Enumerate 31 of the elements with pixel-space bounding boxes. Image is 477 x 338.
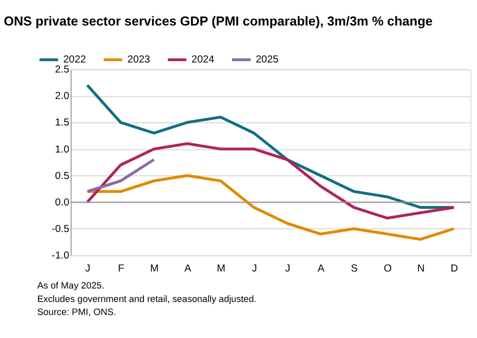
legend-label: 2025 [256, 54, 279, 66]
x-tick-label: F [118, 264, 124, 275]
y-tick-label: 2.5 [55, 64, 70, 76]
x-tick-label: O [384, 264, 392, 275]
legend-label: 2023 [127, 54, 150, 66]
y-tick-label: 0.0 [55, 197, 70, 208]
text: Excludes government and retail, seasonally adjusted. [37, 294, 256, 304]
x-tick-label: J [85, 264, 90, 275]
x-tick-label: J [252, 264, 257, 275]
x-tick-label: M [216, 264, 226, 275]
y-tick-label: 0.5 [55, 170, 70, 182]
legend-label: 2022 [63, 54, 86, 66]
x-tick-label: N [417, 264, 425, 275]
x-tick-label: J [285, 264, 290, 275]
chart-title: ONS private sector services GDP (PMI comparable), 3m/3m % change [4, 14, 433, 29]
y-tick-label: 1.0 [55, 144, 70, 156]
x-tick-label: S [350, 264, 358, 275]
line-series [86, 174, 456, 241]
x-tick-label: D [450, 264, 458, 275]
y-tick-label: -1.0 [52, 250, 70, 262]
x-tick-label: A [318, 264, 325, 275]
x-tick-label: A [184, 264, 192, 275]
y-tick-label: 2.0 [55, 91, 70, 102]
x-tick-label: M [150, 264, 159, 275]
text: As of May 2025. [37, 280, 104, 291]
legend-label: 2024 [192, 54, 215, 66]
line-series [86, 142, 456, 220]
source-note: Source: PMI, ONS. [37, 306, 116, 317]
y-tick-label: 1.5 [55, 118, 70, 129]
y-tick-label: -0.5 [52, 224, 70, 235]
line-series [86, 84, 456, 209]
